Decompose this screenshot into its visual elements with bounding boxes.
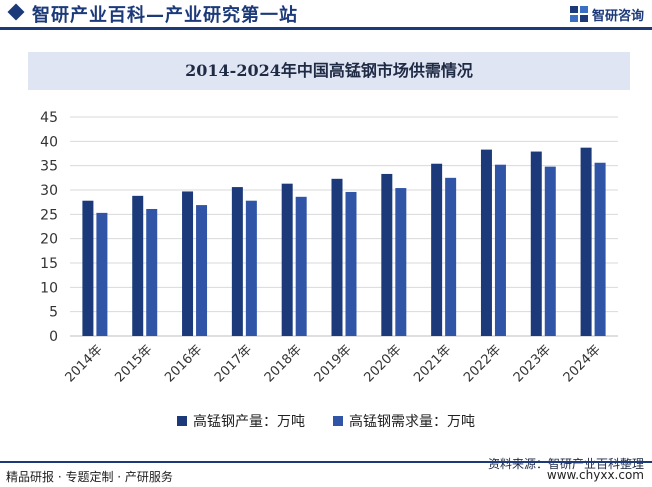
bar-production [480, 149, 492, 336]
legend-label-demand: 高锰钢需求量：万吨 [349, 414, 475, 430]
legend-label-production: 高锰钢产量：万吨 [193, 414, 305, 430]
bar-demand [544, 166, 556, 336]
bar-production [331, 178, 343, 336]
bar-demand [345, 191, 357, 336]
bar-demand [494, 164, 506, 336]
x-tick-label: 2018年 [262, 342, 305, 385]
bar-production [580, 147, 592, 336]
legend-swatch-demand [333, 416, 343, 426]
footer-divider [0, 461, 652, 463]
y-tick-label: 10 [40, 280, 58, 296]
x-tick-label: 2019年 [312, 342, 355, 385]
bar-demand [295, 196, 307, 336]
legend-item-production[interactable]: 高锰钢产量：万吨 [177, 411, 305, 431]
chart-legend: 高锰钢产量：万吨 高锰钢需求量：万吨 [0, 411, 652, 431]
bar-production [281, 183, 293, 336]
y-tick-label: 20 [40, 232, 58, 248]
logo-icon [569, 6, 588, 22]
x-tick-label: 2016年 [162, 342, 205, 385]
x-tick-label: 2024年 [561, 342, 604, 385]
legend-swatch-production [177, 416, 187, 426]
top-banner: 智研产业百科—产业研究第一站 智研咨询 [0, 0, 652, 30]
x-tick-label: 2015年 [112, 342, 155, 385]
bar-demand [395, 188, 407, 336]
y-tick-label: 45 [40, 110, 58, 126]
bar-production [530, 151, 542, 336]
y-tick-label: 35 [40, 159, 58, 175]
bar-production [231, 187, 243, 336]
bar-demand [594, 162, 606, 336]
y-tick-label: 0 [49, 329, 58, 345]
chart-title: 2014-2024年中国高锰钢市场供需情况 [185, 61, 473, 80]
x-tick-label: 2020年 [361, 342, 404, 385]
bar-production [182, 191, 194, 336]
x-tick-label: 2017年 [212, 342, 255, 385]
y-tick-label: 25 [40, 207, 58, 223]
x-tick-label: 2022年 [461, 342, 504, 385]
legend-item-demand[interactable]: 高锰钢需求量：万吨 [333, 411, 475, 431]
y-tick-label: 30 [40, 183, 58, 199]
bar-demand [96, 212, 108, 336]
y-tick-label: 15 [40, 256, 58, 272]
bar-production [82, 200, 94, 336]
x-tick-label: 2023年 [511, 342, 554, 385]
bar-production [381, 173, 393, 336]
bar-demand [245, 200, 257, 336]
y-tick-label: 5 [49, 305, 58, 321]
bar-demand [445, 177, 457, 336]
x-tick-label: 2014年 [63, 342, 106, 385]
footer-services: 精品研报 · 专题定制 · 产研服务 [6, 470, 173, 484]
x-tick-label: 2021年 [411, 342, 454, 385]
bar-demand [146, 208, 158, 336]
bar-production [431, 163, 443, 336]
chart-title-band: 2014-2024年中国高锰钢市场供需情况 [28, 52, 630, 90]
bar-demand [196, 205, 208, 336]
bar-production [132, 195, 144, 336]
logo-text: 智研咨询 [591, 8, 644, 24]
y-tick-label: 40 [40, 134, 58, 150]
site-title: 智研产业百科—产业研究第一站 [32, 5, 298, 26]
source-note: 资料来源：智研产业百科整理 [483, 455, 644, 472]
footer-website[interactable]: www.chyxx.com [546, 468, 644, 482]
brand-logo[interactable]: 智研咨询 [569, 4, 644, 24]
